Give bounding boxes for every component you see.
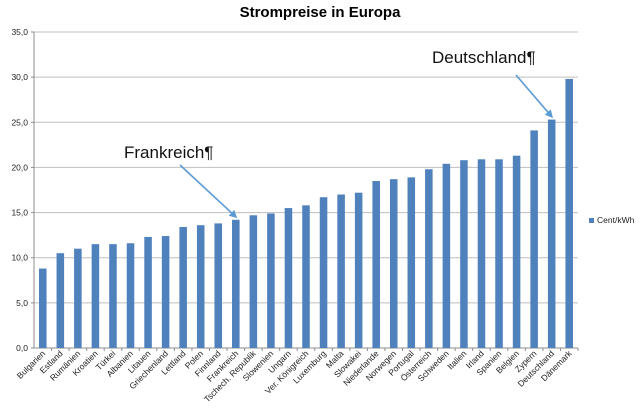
bar <box>214 223 223 348</box>
bar <box>319 197 328 348</box>
y-tick-label: 5,0 <box>16 298 28 308</box>
bar <box>354 192 363 348</box>
annotations: Frankreich¶ Deutschland¶ <box>124 48 553 219</box>
y-tick-label: 35,0 <box>11 27 28 37</box>
y-tick-label: 30,0 <box>11 72 28 82</box>
bar <box>249 215 258 348</box>
y-axis-ticks: 0,0 5,0 10,0 15,0 20,0 25,0 30,0 35,0 <box>11 27 28 353</box>
bar <box>547 119 556 348</box>
bar <box>477 159 486 348</box>
bar <box>425 169 433 348</box>
annotation-arrow <box>179 164 238 219</box>
annotation-deutschland: Deutschland¶ <box>432 48 536 67</box>
y-tick-label: 0,0 <box>16 343 28 353</box>
bar <box>91 244 100 348</box>
y-tick-label: 15,0 <box>11 208 28 218</box>
y-tick-label: 10,0 <box>11 253 28 263</box>
bar <box>56 253 65 348</box>
bar <box>512 155 521 348</box>
legend-label: Cent/kWh <box>597 215 635 225</box>
legend: Cent/kWh <box>589 215 635 225</box>
annotation-arrow <box>515 74 553 119</box>
bar <box>267 213 275 348</box>
bar <box>196 225 205 348</box>
bar <box>126 243 135 348</box>
bar <box>442 163 451 348</box>
bar <box>232 219 240 348</box>
bar <box>495 159 503 348</box>
bars-layer <box>39 78 573 348</box>
bar <box>565 78 573 348</box>
bar <box>407 177 416 348</box>
y-tick-label: 20,0 <box>11 162 28 172</box>
bar <box>144 236 152 348</box>
bar <box>372 180 380 348</box>
bar <box>74 248 82 348</box>
legend-swatch <box>589 218 594 223</box>
bar <box>530 130 538 348</box>
bar <box>39 268 47 348</box>
bar <box>109 244 117 348</box>
bar <box>284 208 293 348</box>
bar <box>302 205 310 348</box>
chart-title: Strompreise in Europa <box>240 4 402 21</box>
bar <box>460 160 468 348</box>
bar <box>389 179 398 348</box>
x-axis-labels: BulgarienEstlandRumänienKroatienTürkeiAl… <box>15 348 574 404</box>
bar <box>179 227 187 348</box>
bar <box>337 194 345 348</box>
annotation-frankreich: Frankreich¶ <box>124 143 213 162</box>
y-tick-label: 25,0 <box>11 117 28 127</box>
x-category-label: Italien <box>445 348 468 371</box>
bar <box>161 236 170 348</box>
